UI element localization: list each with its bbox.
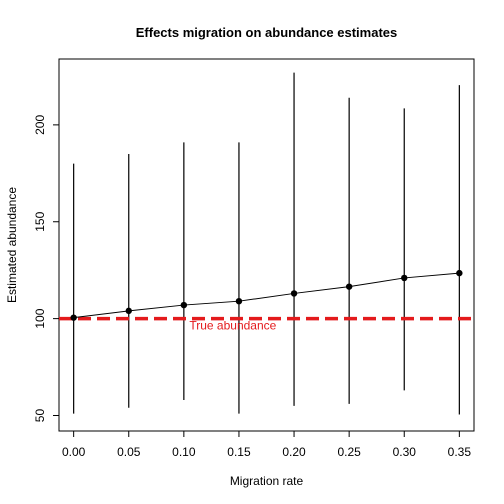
y-axis-label: Estimated abundance xyxy=(5,187,19,303)
x-tick-label: 0.35 xyxy=(448,445,472,459)
plot-frame xyxy=(58,58,475,432)
x-tick-label: 0.20 xyxy=(282,445,306,459)
x-tick-label: 0.30 xyxy=(393,445,417,459)
y-axis: 50 100 150 200 xyxy=(33,115,60,423)
y-tick-label: 100 xyxy=(33,308,47,328)
x-tick-label: 0.15 xyxy=(227,445,251,459)
true-abundance-label: True abundance xyxy=(189,319,276,333)
chart-title: Effects migration on abundance estimates xyxy=(136,25,398,40)
error-bars xyxy=(73,72,460,415)
x-tick-label: 0.25 xyxy=(337,445,361,459)
x-axis: 0.00 0.05 0.10 0.15 0.20 0.25 0.30 0.35 xyxy=(62,430,472,459)
data-point xyxy=(401,274,408,282)
x-tick-label: 0.10 xyxy=(172,445,196,459)
reference-line-group: True abundance xyxy=(59,316,474,333)
series-group xyxy=(70,269,463,321)
data-point xyxy=(125,307,132,315)
data-point xyxy=(290,290,298,297)
x-tick-label: 0.05 xyxy=(117,445,141,459)
y-tick-label: 50 xyxy=(33,409,47,423)
x-tick-label: 0.00 xyxy=(62,445,86,459)
data-point xyxy=(235,297,243,305)
data-point xyxy=(70,314,77,321)
data-point xyxy=(456,269,463,277)
y-tick-label: 200 xyxy=(33,115,47,135)
data-point xyxy=(180,301,188,309)
series-line xyxy=(73,272,460,319)
y-tick-label: 150 xyxy=(33,211,47,231)
data-point xyxy=(345,283,353,290)
x-axis-label: Migration rate xyxy=(230,474,304,488)
